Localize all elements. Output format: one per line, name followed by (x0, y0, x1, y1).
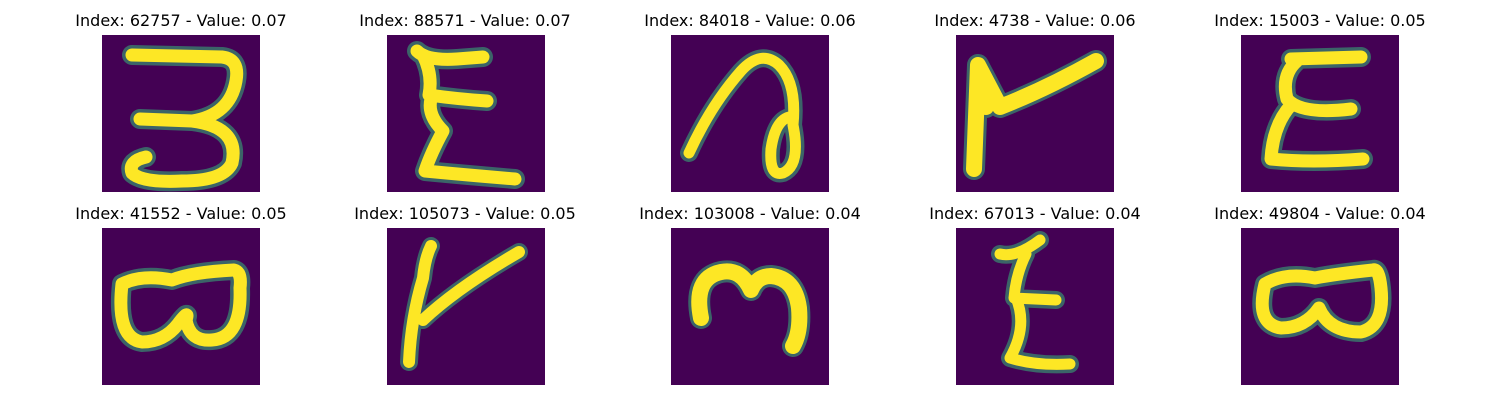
image-tile-7 (387, 228, 545, 385)
image-tile-10 (1241, 228, 1399, 385)
z-like-glyph (991, 231, 1079, 374)
epsilon-like-glyph (1261, 47, 1373, 171)
panel-title-7: Index: 105073 - Value: 0.05 (354, 204, 576, 223)
panel-title-6: Index: 41552 - Value: 0.05 (75, 204, 287, 223)
panel-title-4: Index: 4738 - Value: 0.06 (934, 11, 1136, 30)
loop-stroke-glyph (680, 49, 805, 183)
epsilon-like-glyph (407, 41, 525, 189)
image-tile-2 (387, 35, 545, 192)
image-tile-4 (956, 35, 1114, 192)
panel-title-1: Index: 62757 - Value: 0.07 (75, 11, 287, 30)
panel-title-5: Index: 15003 - Value: 0.05 (1214, 11, 1426, 30)
flag-like-glyph (963, 50, 1107, 180)
image-tile-1 (102, 35, 260, 192)
digit-three-like-glyph (121, 45, 247, 192)
image-tile-3 (671, 35, 829, 192)
image-tile-6 (102, 228, 260, 385)
double-loop-glyph (1252, 259, 1392, 342)
panel-title-9: Index: 67013 - Value: 0.04 (929, 204, 1141, 223)
checkmark-like-glyph (400, 237, 528, 371)
panel-title-10: Index: 49804 - Value: 0.04 (1214, 204, 1426, 223)
image-tile-9 (956, 228, 1114, 385)
image-tile-8 (671, 228, 829, 385)
m-like-glyph (688, 260, 811, 357)
double-loop-glyph (110, 260, 251, 352)
image-tile-5 (1241, 35, 1399, 192)
panel-title-3: Index: 84018 - Value: 0.06 (644, 11, 856, 30)
panel-title-8: Index: 103008 - Value: 0.04 (639, 204, 861, 223)
panel-title-2: Index: 88571 - Value: 0.07 (359, 11, 571, 30)
